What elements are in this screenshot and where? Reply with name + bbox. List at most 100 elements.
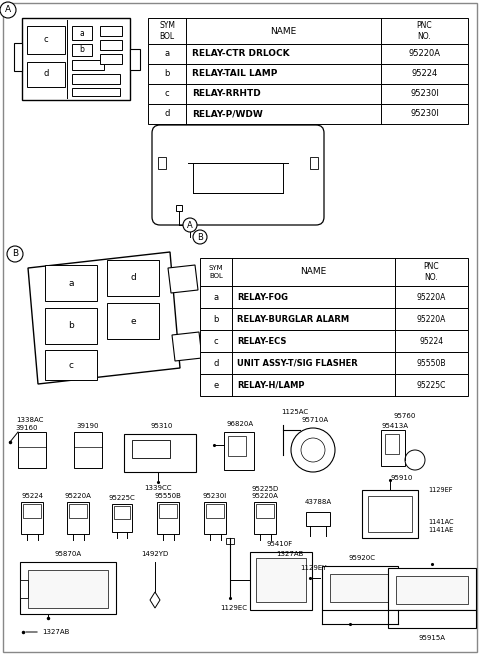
Bar [148,104,468,124]
Bar [206,504,224,518]
Text: 95220A: 95220A [65,493,91,499]
Bar [176,205,182,211]
Text: d: d [213,358,219,367]
Text: NAME: NAME [270,26,297,35]
Bar [368,496,412,532]
Text: c: c [44,35,48,45]
Circle shape [291,428,335,472]
Text: 95230I: 95230I [203,493,227,499]
Bar [21,502,43,534]
Circle shape [183,218,197,232]
Text: 1339CC: 1339CC [144,485,172,491]
Text: d: d [164,109,170,119]
Bar [200,352,468,374]
Text: RELAY-FOG: RELAY-FOG [237,293,288,301]
Bar [148,64,468,84]
Text: d: d [43,69,48,79]
Text: a: a [214,293,218,301]
Bar [67,502,89,534]
Bar [72,74,120,84]
Text: 95224: 95224 [21,493,43,499]
Text: A: A [5,5,11,14]
FancyBboxPatch shape [152,125,324,225]
Bar [69,504,87,518]
Text: RELAY-P/WDW: RELAY-P/WDW [192,109,263,119]
Bar [27,26,65,54]
Bar [132,440,170,458]
Text: 1327AB: 1327AB [276,551,304,557]
Bar [22,18,130,100]
Bar [72,44,92,56]
Text: 1141AE: 1141AE [428,527,453,533]
Text: 95550B: 95550B [155,493,181,499]
Polygon shape [168,265,198,293]
Bar [112,504,132,532]
Text: e: e [130,316,136,326]
Text: A: A [187,221,193,229]
Text: 95920C: 95920C [348,555,375,561]
Bar [224,432,254,470]
Text: 95410F: 95410F [267,541,293,547]
Bar [27,62,65,87]
Text: 95230I: 95230I [410,109,439,119]
Text: 95225C: 95225C [108,495,135,501]
Bar [100,26,122,36]
Polygon shape [28,252,180,384]
Bar [23,504,41,518]
Text: a: a [80,29,84,37]
Bar [381,430,405,466]
Text: 95225D: 95225D [252,486,278,492]
Text: SYM
BOL: SYM BOL [209,265,223,278]
Circle shape [405,450,425,470]
Text: 39160: 39160 [16,425,38,431]
Circle shape [7,246,23,262]
Text: 95760: 95760 [394,413,416,419]
Bar [388,610,476,628]
Bar [310,157,318,169]
Circle shape [301,438,325,462]
Text: 1129EY: 1129EY [300,565,326,571]
Text: 95220A: 95220A [252,493,278,499]
Bar [228,436,246,456]
Text: a: a [165,50,169,58]
Text: 1338AC: 1338AC [16,417,44,423]
Bar [100,54,122,64]
Text: 95220A: 95220A [408,50,441,58]
Bar [28,570,108,608]
Bar [200,374,468,396]
Bar [45,308,97,344]
Bar [204,502,226,534]
Bar [200,330,468,352]
Bar [107,303,159,339]
Text: B: B [12,250,18,259]
Bar [322,566,398,610]
Bar [396,576,468,604]
Bar [256,558,306,602]
Text: c: c [69,360,73,369]
Text: 95413A: 95413A [382,423,408,429]
Bar [200,286,468,308]
Text: 95220A: 95220A [417,314,446,324]
Text: 43788A: 43788A [304,499,332,505]
Text: RELAY-ECS: RELAY-ECS [237,337,287,345]
Text: 95310: 95310 [151,423,173,429]
Text: b: b [164,69,170,79]
Text: 95220A: 95220A [417,293,446,301]
Text: d: d [130,274,136,282]
Text: 95225C: 95225C [417,381,446,390]
Bar [100,40,122,50]
Text: RELAY-TAIL LAMP: RELAY-TAIL LAMP [192,69,277,79]
Bar [157,502,179,534]
Bar [254,502,276,534]
Text: B: B [197,233,203,242]
Text: a: a [68,278,74,288]
Polygon shape [172,332,202,361]
Text: 95550B: 95550B [417,358,446,367]
Bar [72,26,92,40]
Bar [193,163,283,193]
Text: 95910: 95910 [391,475,413,481]
Bar [200,308,468,330]
Text: e: e [214,381,218,390]
Text: 1492YD: 1492YD [142,551,168,557]
Text: 95870A: 95870A [54,551,82,557]
